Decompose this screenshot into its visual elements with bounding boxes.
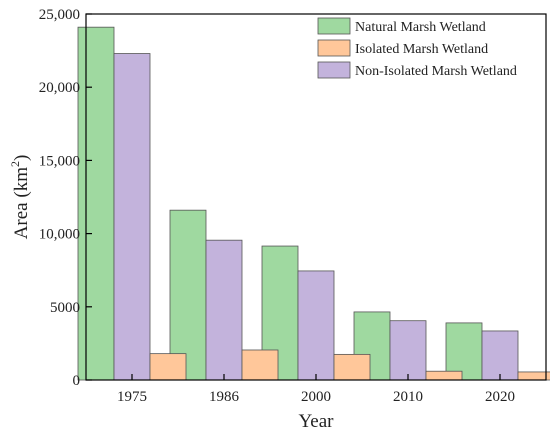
legend-swatch (317, 39, 351, 57)
x-tick-label: 1975 (117, 389, 147, 405)
y-axis-title-close: ) (11, 155, 32, 161)
legend-label: Natural Marsh Wetland (355, 20, 486, 35)
bar-natural-marsh-wetland-1986 (169, 209, 207, 381)
bars-group (77, 26, 550, 381)
y-axis-title: Area (km2) (8, 155, 32, 240)
bar-isolated-marsh-wetland-2020 (517, 371, 550, 381)
y-tick-label: 15,000 (39, 153, 80, 169)
bar-isolated-marsh-wetland-2010 (425, 370, 463, 381)
legend-label: Non-Isolated Marsh Wetland (355, 64, 517, 79)
legend-swatch (317, 17, 351, 35)
y-axis-title-superscript: 2 (8, 161, 22, 167)
y-tick-label: 20,000 (39, 80, 80, 96)
y-tick-label: 25,000 (39, 7, 80, 23)
bar-non-isolated-marsh-wetland-1986 (205, 239, 243, 381)
legend-swatch (317, 61, 351, 79)
x-tick-label: 2010 (393, 389, 423, 405)
bar-isolated-marsh-wetland-2000 (333, 353, 371, 381)
bar-natural-marsh-wetland-1975 (77, 26, 115, 381)
axis-ticks: 0 5000 10,000 15,000 20,000 25,000 1975 1986 200… (39, 7, 515, 405)
y-axis-title-main: Area (km (11, 167, 32, 239)
x-tick-label: 2020 (485, 389, 515, 405)
x-axis-title: Year (298, 411, 334, 432)
bar-non-isolated-marsh-wetland-2000 (297, 270, 335, 381)
bar-non-isolated-marsh-wetland-1975 (113, 53, 151, 381)
y-tick-label: 10,000 (39, 227, 80, 243)
bar-non-isolated-marsh-wetland-2010 (389, 320, 427, 381)
y-tick-label: 5000 (50, 300, 80, 316)
x-tick-label: 2000 (301, 389, 331, 405)
bar-isolated-marsh-wetland-1975 (149, 353, 187, 381)
legend-label: Isolated Marsh Wetland (355, 42, 488, 57)
bar-non-isolated-marsh-wetland-2020 (481, 330, 519, 381)
bar-isolated-marsh-wetland-1986 (241, 349, 279, 381)
x-tick-label: 1986 (209, 389, 240, 405)
y-tick-label: 0 (73, 373, 81, 389)
legend: Natural Marsh Wetland Isolated Marsh Wetl… (317, 17, 517, 79)
